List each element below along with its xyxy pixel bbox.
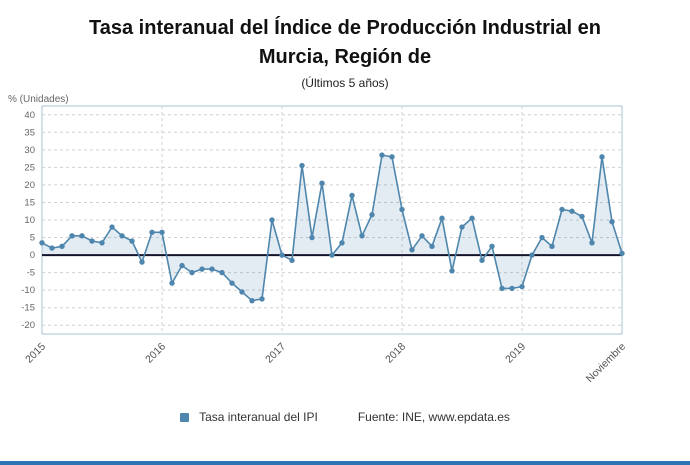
chart-title-line1: Tasa interanual del Índice de Producción… [89, 17, 601, 39]
svg-text:0: 0 [30, 250, 35, 261]
svg-text:10: 10 [24, 215, 35, 226]
svg-text:5: 5 [30, 233, 35, 244]
svg-text:-15: -15 [21, 303, 35, 314]
svg-text:15: 15 [24, 197, 35, 208]
bottom-accent-bar [0, 461, 690, 465]
svg-text:40: 40 [24, 110, 35, 121]
chart-area: 40 35 30 25 20 15 10 5 0 -5 -10 -15 -20 2015 2016 2017 2… [0, 92, 690, 404]
svg-text:-20: -20 [21, 320, 35, 331]
svg-text:20: 20 [24, 180, 35, 191]
chart-subtitle: (Últimos 5 años) [301, 76, 389, 90]
chart-title-line2: Murcia, Región de [258, 46, 432, 68]
legend-label[interactable]: Tasa interanual del IPI [199, 410, 318, 424]
svg-text:25: 25 [24, 162, 35, 173]
svg-text:% (Unidades): % (Unidades) [8, 94, 69, 105]
legend-row: Tasa interanual del IPI Fuente: INE, www… [0, 410, 690, 424]
svg-text:2018: 2018 [383, 341, 408, 366]
svg-text:35: 35 [24, 127, 35, 138]
svg-text:2015: 2015 [23, 341, 48, 366]
legend-swatch[interactable] [180, 412, 190, 422]
svg-text:2019: 2019 [503, 341, 528, 366]
svg-text:-10: -10 [21, 285, 35, 296]
svg-text:2017: 2017 [263, 341, 288, 366]
svg-text:30: 30 [24, 145, 35, 156]
chart-title: Tasa interanual del Índice de Producción… [0, 14, 690, 72]
source-text: Fuente: INE, www.epdata.es [357, 410, 510, 424]
chart-header: Tasa interanual del Índice de Producción… [0, 0, 690, 90]
svg-text:Noviembre: Noviembre [584, 341, 628, 385]
svg-text:2016: 2016 [143, 341, 168, 366]
svg-text:-5: -5 [27, 268, 35, 279]
